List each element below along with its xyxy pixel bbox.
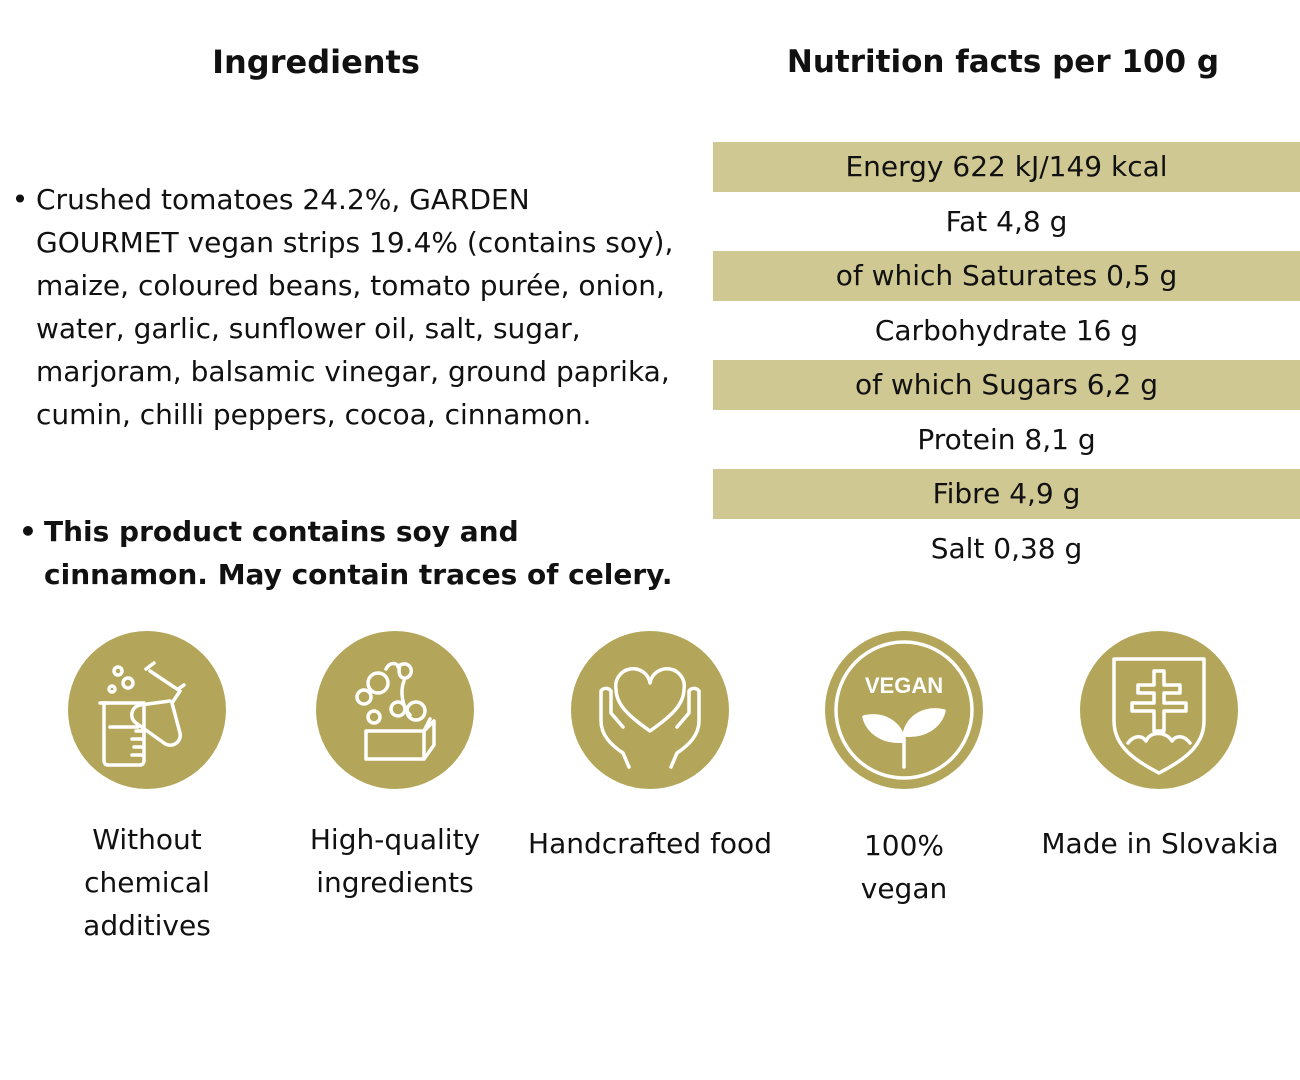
nutrition-row: Fibre 4,9 g — [713, 469, 1300, 519]
ingredients-list: • Crushed tomatoes 24.2%, GARDEN GOURMET… — [12, 178, 676, 436]
nutrition-row: Protein 8,1 g — [917, 422, 1096, 456]
badge-label: High-quality ingredients — [309, 823, 481, 899]
nutrition-row: of which Sugars 6,2 g — [713, 360, 1300, 410]
ingredients-heading: Ingredients — [212, 43, 420, 81]
ingredients-text: Crushed tomatoes 24.2%, GARDEN GOURMET v… — [36, 183, 674, 431]
bullet-icon: • — [19, 515, 37, 548]
vegan-leaf-icon: VEGAN — [825, 631, 983, 789]
allergen-text: This product contains soy and cinnamon. … — [44, 515, 673, 591]
allergen-note: • This product contains soy and cinnamon… — [19, 510, 684, 596]
badge-label: Without chemical additives — [83, 823, 211, 942]
heart-in-hands-icon — [571, 631, 729, 789]
badge-label: 100% vegan — [860, 829, 948, 905]
slovak-coat-of-arms-icon — [1080, 631, 1238, 789]
badge-label: Made in Slovakia — [1041, 827, 1279, 860]
badge-label: Handcrafted food — [528, 827, 772, 860]
vegetables-box-icon — [316, 631, 474, 789]
nutrition-row: of which Saturates 0,5 g — [713, 251, 1300, 301]
nutrition-row: Carbohydrate 16 g — [874, 313, 1139, 347]
nutrition-row: Energy 622 kJ/149 kcal — [713, 142, 1300, 192]
nutrition-row: Fat 4,8 g — [945, 204, 1068, 238]
nutrition-row: Salt 0,38 g — [930, 531, 1083, 565]
chemistry-lab-icon — [68, 631, 226, 789]
vegan-badge-text: VEGAN — [865, 673, 943, 698]
nutrition-heading: Nutrition facts per 100 g — [786, 44, 1220, 80]
bullet-icon: • — [11, 183, 29, 216]
ingredients-list-item: • Crushed tomatoes 24.2%, GARDEN GOURMET… — [12, 178, 676, 436]
nutrition-table: Energy 622 kJ/149 kcal Fat 4,8 g of whic… — [713, 142, 1300, 578]
